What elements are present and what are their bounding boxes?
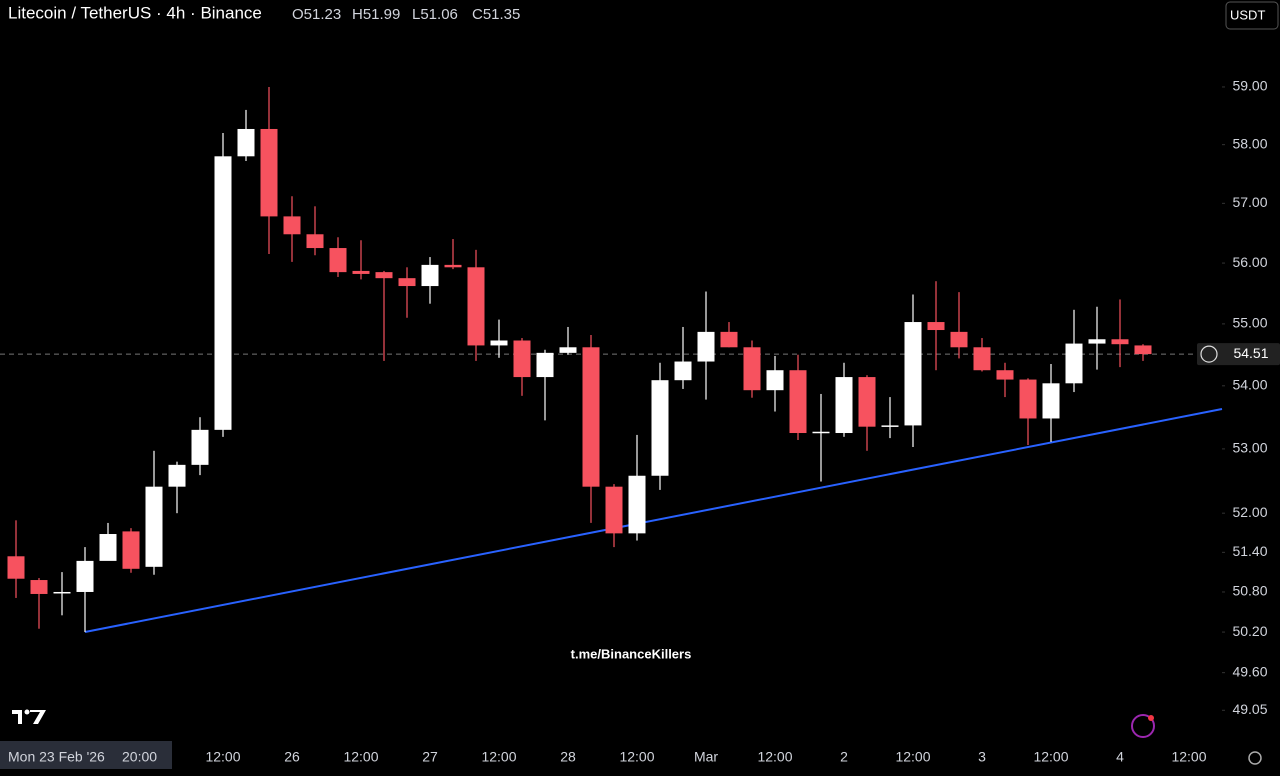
candle-body — [7, 556, 25, 579]
candle-body — [168, 464, 186, 487]
x-tick-label: 2 — [840, 749, 848, 765]
candle-body — [329, 248, 347, 273]
x-tick-label: 27 — [422, 749, 438, 765]
candle-body — [99, 534, 117, 561]
currency-button[interactable] — [1225, 1, 1279, 30]
candle-body — [559, 347, 577, 353]
x-tick-label: 12:00 — [619, 749, 654, 765]
currency-label[interactable]: USDT — [1230, 7, 1265, 22]
candle-body — [766, 370, 784, 391]
x-tick-label: 3 — [978, 749, 986, 765]
logo — [12, 709, 46, 724]
x-tick-label: 12:00 — [481, 749, 516, 765]
candle-body — [1065, 343, 1083, 384]
last-price-label: 54.51 — [1233, 345, 1268, 361]
add-alert-icon — [1200, 345, 1218, 363]
candle-body — [513, 340, 531, 378]
y-tick-label: 59.00 — [1232, 78, 1267, 94]
candle-body — [214, 156, 232, 430]
candle-body — [237, 128, 255, 157]
candle-body — [352, 270, 370, 274]
candle-body — [191, 429, 209, 465]
candle-body — [76, 560, 94, 592]
candle-body — [306, 234, 324, 249]
y-tick-label: 50.80 — [1232, 583, 1267, 599]
candle-body — [398, 278, 416, 287]
candle-body — [858, 377, 876, 427]
y-tick-label: 55.00 — [1232, 315, 1267, 331]
candle-body — [812, 431, 830, 434]
candle-body — [996, 370, 1014, 380]
candle-body — [490, 340, 508, 346]
y-tick-label: 50.20 — [1232, 623, 1267, 639]
x-tick-label: 28 — [560, 749, 576, 765]
candle-body — [536, 352, 554, 378]
x-tick-label: 12:00 — [757, 749, 792, 765]
candle-body — [697, 331, 715, 362]
y-tick-label: 56.00 — [1232, 254, 1267, 270]
candle-body — [950, 331, 968, 348]
y-tick-label: 53.00 — [1232, 440, 1267, 456]
candle-body — [53, 591, 71, 594]
assistant-icon[interactable] — [1131, 714, 1155, 738]
y-tick-label: 57.00 — [1232, 194, 1267, 210]
ohlc-value: L51.06 — [412, 6, 458, 23]
candle-body — [375, 272, 393, 279]
trend-line — [84, 408, 1223, 633]
candle-body — [30, 580, 48, 594]
x-tick-label: Mar — [694, 749, 718, 765]
notification-dot — [1148, 715, 1154, 721]
candle-body — [444, 264, 462, 268]
y-tick-label: 54.00 — [1232, 377, 1267, 393]
candle-body — [674, 361, 692, 381]
ohlc-value: O51.23 — [292, 6, 341, 23]
candle-body — [743, 347, 761, 391]
candle-body — [881, 425, 899, 427]
candle-body — [283, 216, 301, 235]
crosshair-label-bg — [0, 741, 172, 769]
chart-title: Litecoin / TetherUS · 4h · Binance — [8, 3, 262, 22]
crosshair-date: Mon 23 Feb '26 — [8, 749, 105, 765]
candle-body — [467, 267, 485, 346]
settings-icon[interactable] — [1248, 751, 1262, 765]
watermark: t.me/BinanceKillers — [571, 646, 692, 661]
candle-body — [904, 322, 922, 426]
candle-body — [1111, 339, 1129, 345]
candle-body — [789, 370, 807, 434]
x-tick-label: 12:00 — [343, 749, 378, 765]
candle-body — [122, 531, 140, 569]
y-tick-label: 51.40 — [1232, 543, 1267, 559]
candle-body — [720, 331, 738, 348]
ohlc-value: H51.99 — [352, 6, 400, 23]
candle-body — [1042, 383, 1060, 419]
candle-body — [582, 347, 600, 487]
last-price-bg — [1197, 343, 1280, 366]
candle-body — [1088, 339, 1106, 344]
x-tick-label: 12:00 — [205, 749, 240, 765]
candle-body — [651, 380, 669, 476]
candle-body — [835, 377, 853, 434]
candle-body — [973, 347, 991, 371]
x-tick-label: 26 — [284, 749, 300, 765]
candle-body — [1019, 379, 1037, 419]
y-tick-label: 52.00 — [1232, 504, 1267, 520]
x-tick-label: 12:00 — [1033, 749, 1068, 765]
x-tick-label: 12:00 — [895, 749, 930, 765]
candle-body — [628, 475, 646, 534]
candle-body — [145, 486, 163, 567]
ohlc-value: C51.35 — [472, 6, 520, 23]
candle-body — [1134, 345, 1152, 355]
y-tick-label: 58.00 — [1232, 135, 1267, 151]
candle-body — [927, 322, 945, 331]
candle-body — [605, 486, 623, 534]
crosshair-time: 20:00 — [122, 749, 157, 765]
x-tick-label: 12:00 — [1171, 749, 1206, 765]
y-tick-label: 49.60 — [1232, 663, 1267, 679]
y-tick-label: 49.05 — [1232, 701, 1267, 717]
candle-body — [260, 128, 278, 217]
x-tick-label: 4 — [1116, 749, 1124, 765]
candle-body — [421, 264, 439, 287]
